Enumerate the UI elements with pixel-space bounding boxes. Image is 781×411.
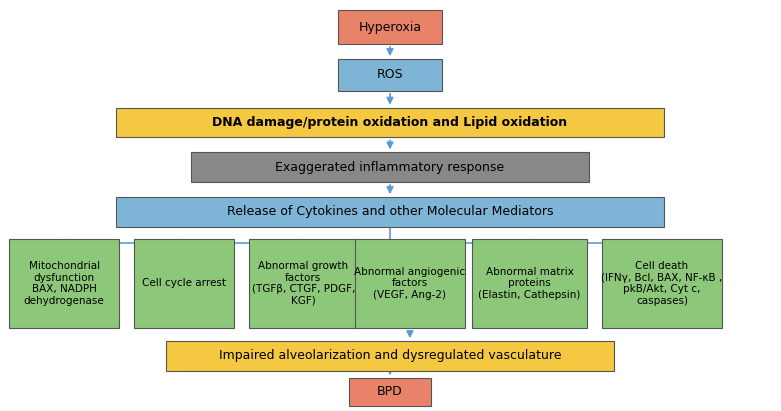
Text: Mitochondrial
dysfunction
BAX, NADPH
dehydrogenase: Mitochondrial dysfunction BAX, NADPH deh…	[23, 261, 105, 306]
Text: Cell death
(IFNγ, Bcl, BAX, NF-κB ,
pkB/Akt, Cyt c,
caspases): Cell death (IFNγ, Bcl, BAX, NF-κB , pkB/…	[601, 261, 722, 306]
FancyBboxPatch shape	[602, 239, 722, 328]
FancyBboxPatch shape	[248, 239, 358, 328]
Text: Release of Cytokines and other Molecular Mediators: Release of Cytokines and other Molecular…	[226, 206, 553, 219]
FancyBboxPatch shape	[337, 59, 442, 91]
FancyBboxPatch shape	[473, 239, 587, 328]
FancyBboxPatch shape	[134, 239, 234, 328]
FancyBboxPatch shape	[116, 197, 664, 227]
Text: ROS: ROS	[376, 68, 403, 81]
Text: BPD: BPD	[377, 385, 403, 398]
FancyBboxPatch shape	[349, 378, 431, 406]
FancyBboxPatch shape	[191, 152, 590, 182]
FancyBboxPatch shape	[337, 10, 442, 44]
FancyBboxPatch shape	[9, 239, 119, 328]
Text: Abnormal angiogenic
factors
(VEGF, Ang-2): Abnormal angiogenic factors (VEGF, Ang-2…	[355, 267, 465, 300]
Text: Abnormal growth
factors
(TGFβ, CTGF, PDGF,
KGF): Abnormal growth factors (TGFβ, CTGF, PDG…	[251, 261, 355, 306]
FancyBboxPatch shape	[166, 341, 614, 371]
FancyBboxPatch shape	[355, 239, 465, 328]
Text: Abnormal matrix
proteins
(Elastin, Cathepsin): Abnormal matrix proteins (Elastin, Cathe…	[478, 267, 581, 300]
Text: Exaggerated inflammatory response: Exaggerated inflammatory response	[276, 161, 505, 174]
Text: DNA damage/protein oxidation and Lipid oxidation: DNA damage/protein oxidation and Lipid o…	[212, 116, 568, 129]
Text: Impaired alveolarization and dysregulated vasculature: Impaired alveolarization and dysregulate…	[219, 349, 562, 363]
FancyBboxPatch shape	[116, 108, 664, 137]
Text: Cell cycle arrest: Cell cycle arrest	[141, 279, 226, 289]
Text: Hyperoxia: Hyperoxia	[358, 21, 422, 34]
